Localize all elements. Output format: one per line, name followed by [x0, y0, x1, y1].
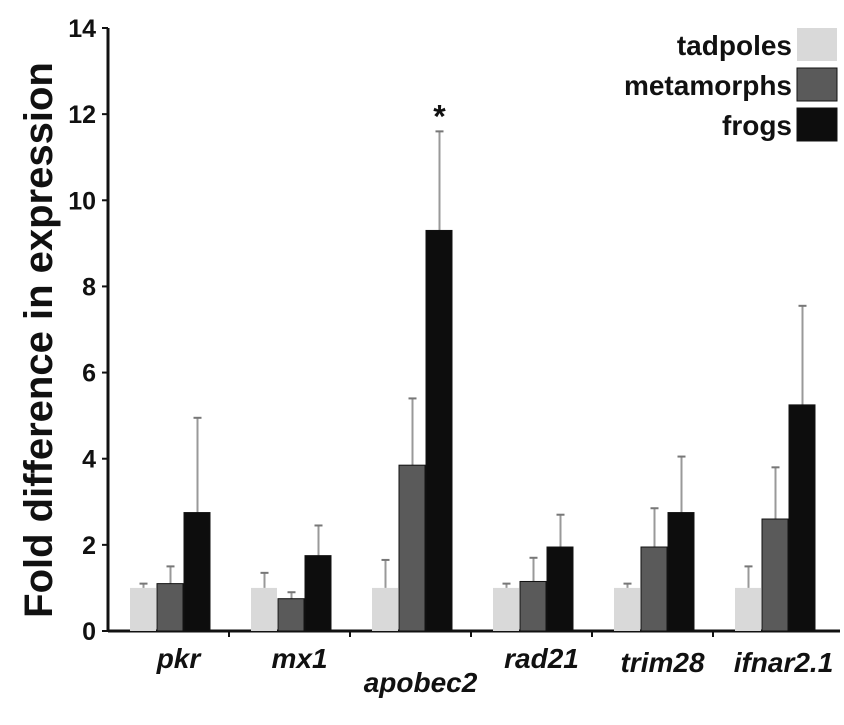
- bar-frogs-ifnar2.1: [788, 404, 816, 632]
- legend-label: frogs: [722, 110, 792, 141]
- bar-tadpoles-apobec2: [372, 587, 398, 631]
- y-tick-label: 12: [68, 101, 96, 129]
- y-axis-label: Fold difference in expression: [17, 62, 61, 618]
- y-tick-label: 14: [68, 15, 96, 43]
- legend-swatch-tadpoles: [797, 28, 837, 61]
- bar-tadpoles-pkr: [130, 587, 156, 631]
- y-tick-label: 4: [82, 446, 96, 474]
- significance-asterisk: *: [433, 98, 446, 134]
- bar-frogs-pkr: [183, 512, 211, 632]
- bar-frogs-apobec2: [425, 229, 453, 632]
- bar-tadpoles-ifnar2.1: [735, 587, 761, 631]
- bar-metamorphs-pkr: [156, 583, 184, 632]
- bar-metamorphs-trim28: [640, 546, 668, 632]
- x-tick-label: apobec2: [364, 667, 478, 698]
- bar-tadpoles-rad21: [493, 587, 519, 631]
- bar-tadpoles-mx1: [251, 587, 277, 631]
- bar-frogs-trim28: [667, 512, 695, 632]
- bar-metamorphs-rad21: [519, 580, 547, 632]
- x-tick-label: ifnar2.1: [734, 647, 834, 678]
- x-tick-label: mx1: [271, 643, 327, 674]
- x-tick-label: pkr: [156, 643, 203, 674]
- y-tick-label: 2: [82, 532, 96, 560]
- legend-swatch-frogs: [796, 107, 838, 142]
- y-tick-label: 0: [82, 618, 96, 646]
- legend-label: metamorphs: [624, 70, 792, 101]
- legend-label: tadpoles: [677, 30, 792, 61]
- x-tick-label: rad21: [504, 643, 579, 674]
- bar-tadpoles-trim28: [614, 587, 640, 631]
- bar-frogs-rad21: [546, 546, 574, 632]
- y-tick-label: 8: [82, 273, 96, 301]
- bar-metamorphs-mx1: [277, 598, 305, 632]
- y-tick-label: 6: [82, 360, 96, 388]
- bar-metamorphs-ifnar2.1: [761, 518, 789, 632]
- x-tick-label: trim28: [620, 647, 704, 678]
- legend-swatch-metamorphs: [796, 67, 838, 102]
- bar-frogs-mx1: [304, 555, 332, 632]
- y-tick-label: 10: [68, 187, 96, 215]
- bar-metamorphs-apobec2: [398, 464, 426, 632]
